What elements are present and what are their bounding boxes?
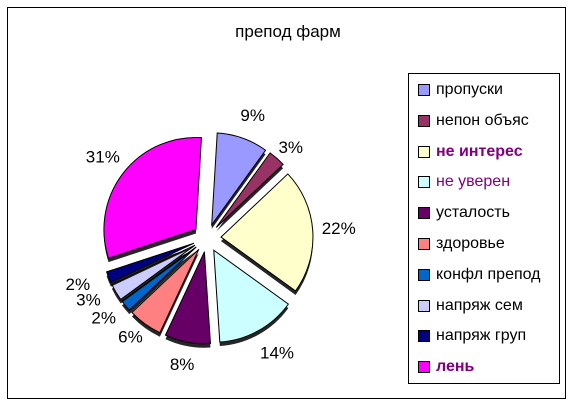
legend-item: напряж груп — [418, 326, 526, 346]
legend-label: не интерес — [436, 142, 523, 160]
legend-swatch — [418, 176, 430, 189]
legend-swatch — [418, 330, 430, 343]
legend-label: напряж сем — [436, 296, 523, 314]
legend-swatch — [418, 238, 430, 250]
legend-swatch — [418, 361, 430, 374]
legend-swatch — [418, 84, 430, 96]
pie-data-label: 31% — [86, 147, 120, 166]
pie-data-label: 6% — [118, 328, 143, 347]
legend-item: здоровье — [418, 234, 505, 254]
legend-item: не уверен — [418, 172, 510, 192]
pie-data-label: 9% — [240, 106, 265, 125]
legend-item: непон объяс — [418, 111, 529, 131]
chart-title: препод фарм — [235, 22, 341, 41]
pie-slice-shadow — [106, 247, 194, 287]
legend-swatch — [418, 299, 430, 312]
legend-label: не уверен — [436, 173, 511, 191]
legend-item: усталость — [418, 203, 510, 223]
legend-swatch — [418, 145, 430, 158]
legend-label: здоровье — [436, 235, 505, 252]
pie-data-label: 14% — [260, 343, 294, 362]
legend-label: конфл препод — [436, 265, 541, 283]
legend-label: лень — [436, 358, 475, 376]
pie-data-label: 2% — [66, 275, 91, 294]
legend-label: пропуски — [436, 81, 503, 98]
pie-data-label: 3% — [76, 290, 101, 309]
legend-label: усталость — [436, 204, 510, 222]
legend-label: непон объяс — [436, 111, 529, 129]
legend-swatch — [418, 114, 430, 127]
pie-data-label: 8% — [170, 355, 195, 374]
pie-slice — [164, 251, 211, 345]
legend-item: лень — [418, 357, 474, 377]
pie-slice — [105, 242, 195, 284]
pie-slice — [220, 173, 314, 292]
legend-label: напряж груп — [436, 327, 527, 345]
legend-item: конфл препод — [418, 265, 541, 285]
legend-swatch — [418, 268, 430, 281]
pie-slice — [103, 136, 202, 259]
pie-slice — [211, 132, 267, 227]
pie-slice — [215, 152, 284, 228]
pie-slice — [131, 248, 200, 334]
chart-legend: пропуски непон объяс не интерес не уверен ус… — [408, 73, 560, 384]
pie-data-label: 22% — [322, 219, 356, 238]
pie-data-label: 2% — [91, 308, 116, 327]
legend-item: напряж сем — [418, 296, 523, 316]
legend-item: не интерес — [418, 142, 523, 162]
legend-item: пропуски — [418, 80, 503, 100]
pie-slice — [213, 249, 290, 343]
pie-data-label: 3% — [278, 138, 303, 157]
legend-swatch — [418, 207, 430, 220]
